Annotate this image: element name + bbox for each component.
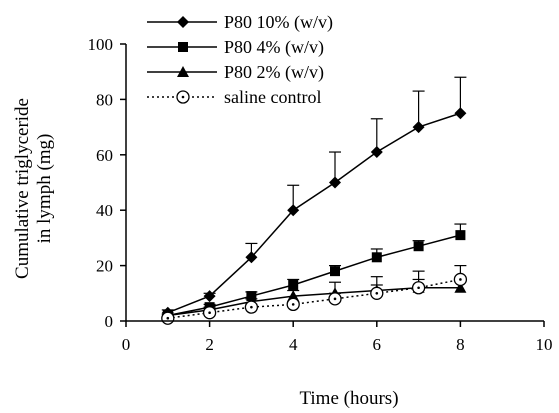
legend-item-0: P80 10% (w/v) bbox=[147, 12, 333, 33]
series-3-point-3-dot bbox=[291, 303, 295, 306]
x-axis-label: Time (hours) bbox=[299, 388, 398, 409]
series-3-point-4 bbox=[328, 292, 342, 306]
legend-2-marker bbox=[177, 66, 189, 77]
series-0-point-7 bbox=[454, 107, 467, 120]
series-3-point-2 bbox=[244, 300, 259, 314]
series-1-point-6 bbox=[413, 241, 424, 252]
series-3 bbox=[161, 265, 468, 325]
series-2-point-3 bbox=[287, 290, 300, 302]
series-0-point-3 bbox=[287, 204, 300, 217]
series-0-line bbox=[167, 112, 461, 314]
legend-item-1: P80 4% (w/v) bbox=[147, 37, 324, 58]
series-3-point-6 bbox=[411, 281, 426, 295]
series-3-point-1-dot bbox=[208, 311, 211, 314]
series-3-point-3 bbox=[286, 297, 300, 312]
series-0 bbox=[161, 76, 467, 319]
legend-3-marker-dot bbox=[181, 95, 185, 99]
x-tick-label-3: 6 bbox=[373, 335, 382, 354]
series-0-point-4 bbox=[329, 176, 341, 189]
series-3-point-7 bbox=[453, 272, 468, 287]
x-tick-label-1: 2 bbox=[205, 335, 214, 354]
series-2-point-7 bbox=[454, 281, 467, 293]
y-tick-label-3: 60 bbox=[96, 146, 113, 165]
series-3-point-5-dot bbox=[375, 292, 379, 295]
series-1-point-5 bbox=[371, 252, 382, 263]
series-3-point-4-dot bbox=[333, 297, 337, 301]
series-1-point-4 bbox=[330, 266, 340, 277]
y-axis-label-line-1: Cumulative triglyceride bbox=[12, 98, 33, 279]
legend-1-label: P80 4% (w/v) bbox=[224, 37, 324, 58]
legend-0-label: P80 10% (w/v) bbox=[224, 12, 333, 33]
series-1-line bbox=[167, 234, 461, 317]
series-3-point-2-dot bbox=[250, 305, 253, 309]
y-tick-label-5: 100 bbox=[88, 35, 114, 54]
series-0-point-6 bbox=[412, 121, 425, 134]
plot-area bbox=[161, 76, 468, 325]
series-0-point-1 bbox=[203, 290, 216, 303]
series-3-line bbox=[167, 278, 461, 319]
x-tick-label-5: 10 bbox=[536, 335, 553, 354]
series-3-point-0-dot bbox=[166, 316, 170, 320]
series-1-point-3 bbox=[288, 279, 299, 290]
y-axis-label-line-2: in lymph (mg) bbox=[34, 134, 55, 244]
legend: P80 10% (w/v) P80 4% (w/v) P80 2% (w/v) sal… bbox=[147, 12, 333, 107]
series-0-point-5 bbox=[370, 146, 383, 159]
series-3-point-5 bbox=[370, 286, 384, 300]
series-3-point-6-dot bbox=[417, 286, 420, 290]
legend-3-label: saline control bbox=[224, 87, 321, 107]
series-1 bbox=[161, 223, 467, 321]
series-1-point-7 bbox=[455, 230, 466, 241]
x-tick-label-4: 8 bbox=[456, 335, 465, 354]
y-tick-label-0: 0 bbox=[105, 312, 114, 331]
series-0-point-2 bbox=[245, 251, 258, 264]
series-3-point-1 bbox=[202, 306, 217, 320]
y-tick-label-1: 20 bbox=[96, 257, 113, 276]
series-3-point-7-dot bbox=[459, 278, 462, 281]
series-3-point-0 bbox=[161, 311, 175, 325]
legend-3-marker bbox=[176, 90, 190, 104]
y-tick-label-4: 80 bbox=[96, 90, 113, 109]
legend-1-marker bbox=[178, 42, 188, 52]
y-tick-label-2: 40 bbox=[96, 201, 113, 220]
legend-item-3: saline control bbox=[147, 87, 321, 107]
legend-2-label: P80 2% (w/v) bbox=[224, 62, 324, 83]
x-tick-label-0: 0 bbox=[122, 335, 131, 354]
legend-0-marker bbox=[177, 16, 189, 28]
x-tick-label-2: 4 bbox=[289, 335, 298, 354]
legend-item-2: P80 2% (w/v) bbox=[147, 62, 324, 83]
